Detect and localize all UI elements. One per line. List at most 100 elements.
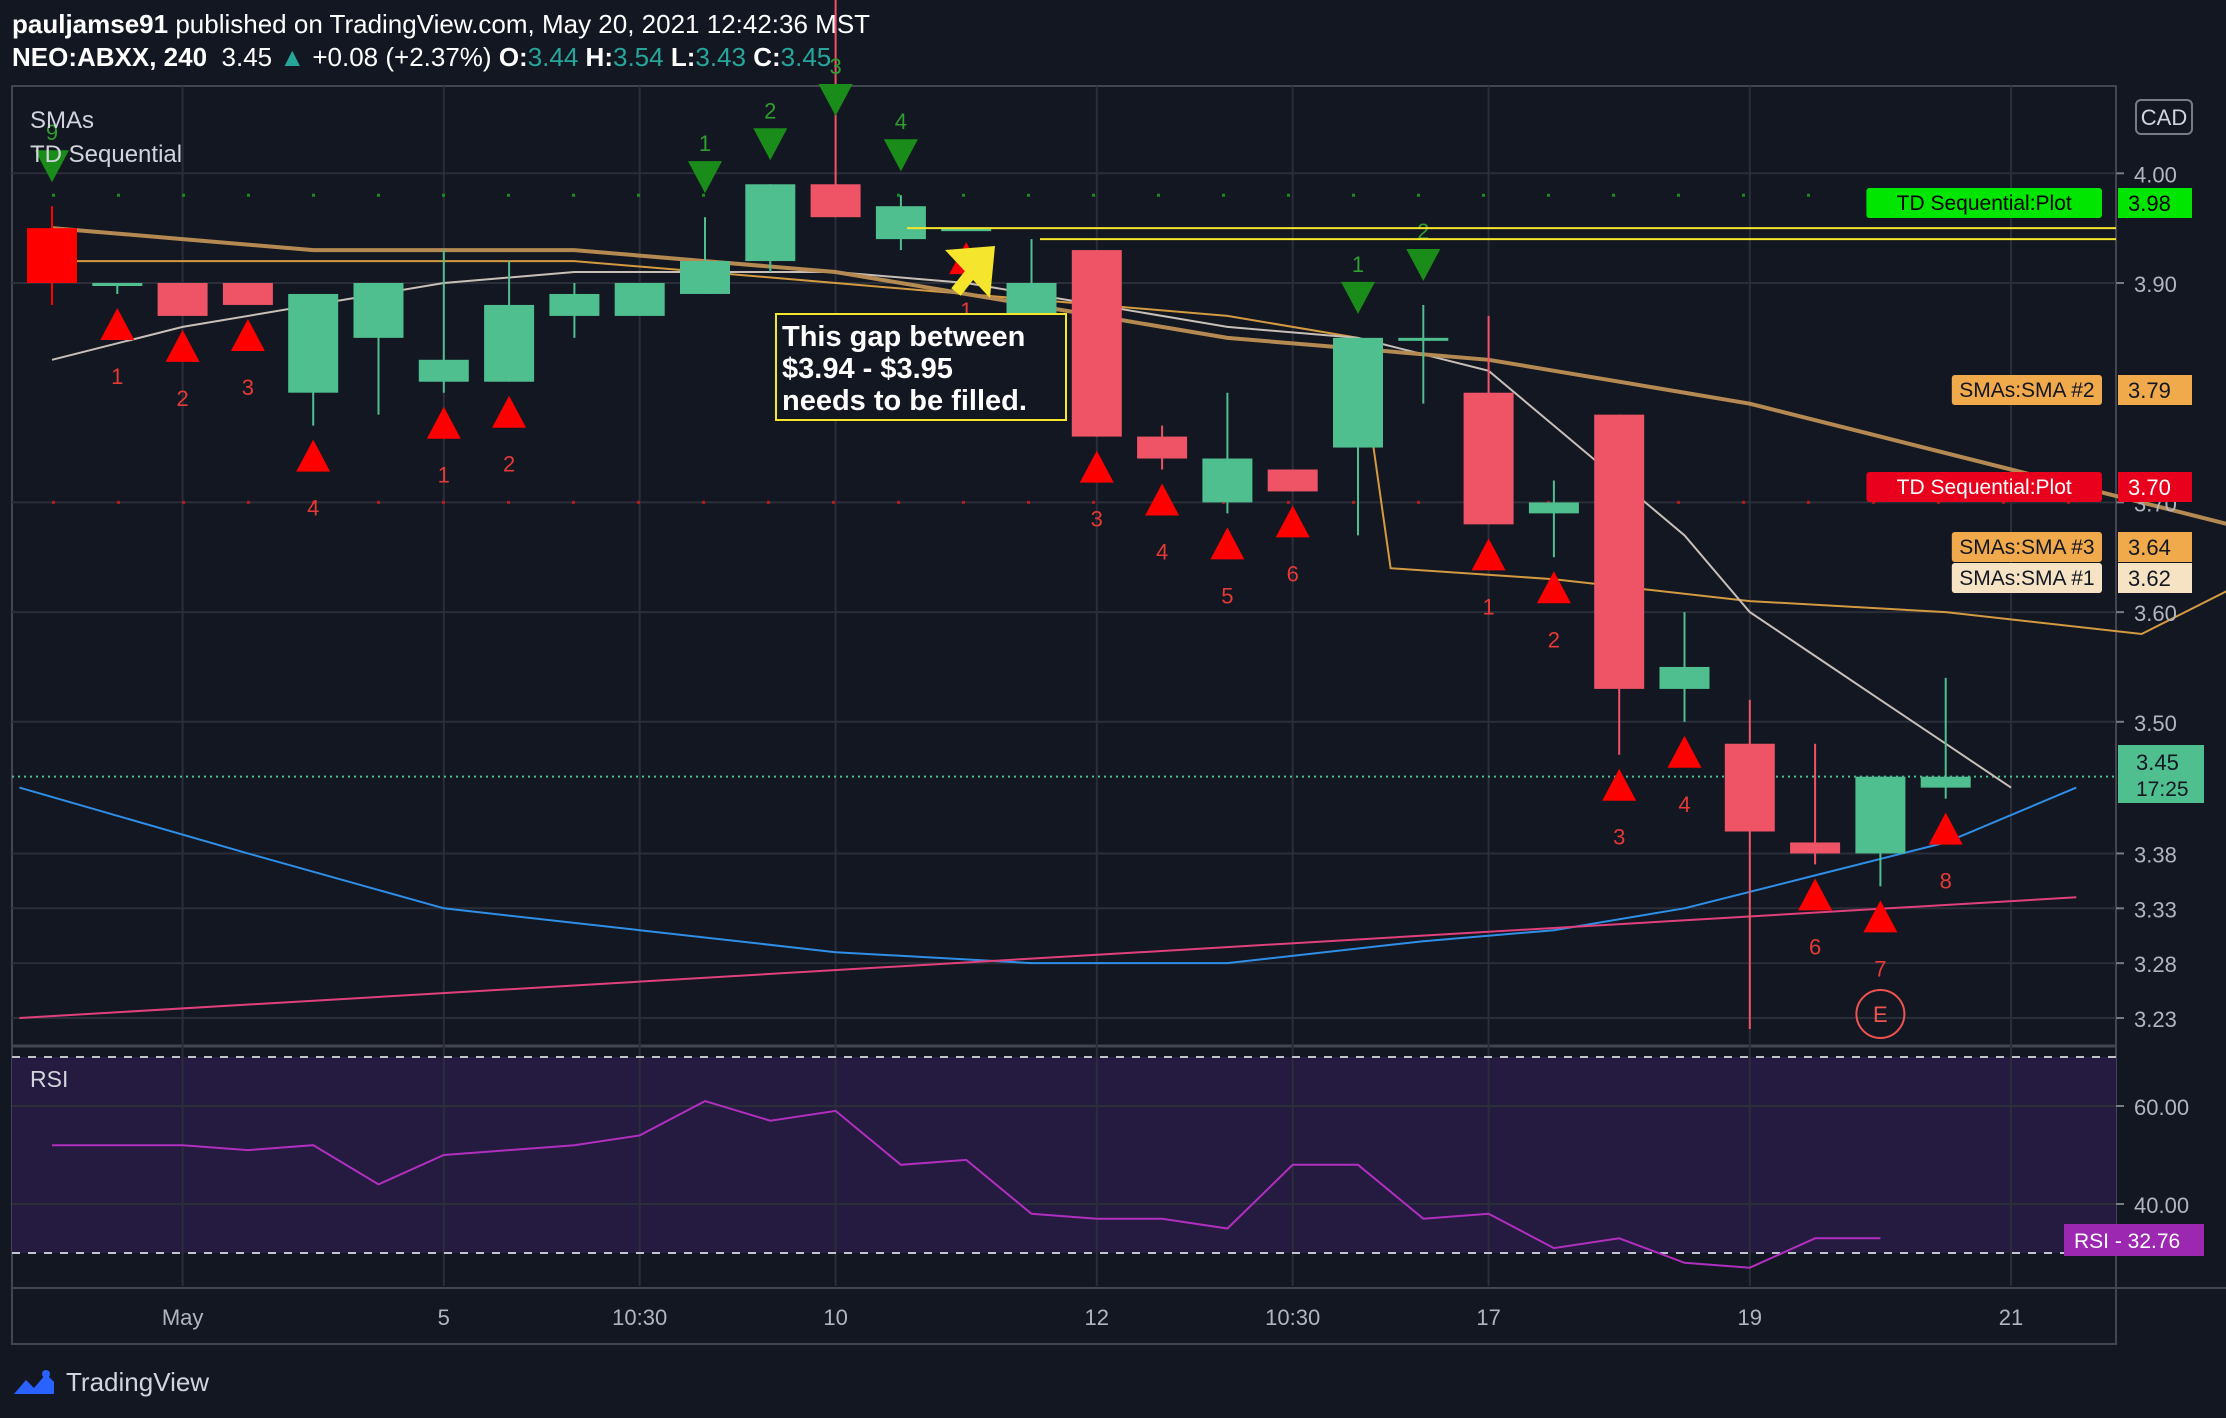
- legend-item: SMAs: [30, 107, 94, 134]
- candle-body: [92, 283, 143, 286]
- td-markers: 12341212345612346789123412E: [35, 54, 1963, 1039]
- candle-body: [288, 293, 339, 393]
- candle-body: [1724, 743, 1775, 832]
- price-tick-label: 4.00: [2134, 162, 2177, 187]
- price-tick-label: 3.38: [2134, 842, 2177, 867]
- candle-body: [1659, 666, 1710, 689]
- up-arrow-icon: ▲: [279, 42, 306, 72]
- buy-setup-triangle: [296, 439, 331, 472]
- price-label-value: 3.70: [2128, 475, 2171, 500]
- symbol-title[interactable]: NEO:ABXX, 240: [12, 42, 208, 72]
- sma2-line: [51, 226, 2226, 526]
- price-label-value-box: [2118, 375, 2192, 405]
- annotation-box: [775, 313, 1067, 421]
- buy-setup-triangle: [1275, 505, 1310, 538]
- tradingview-logo-icon[interactable]: [12, 1368, 56, 1396]
- sell-setup-triangle: [883, 139, 918, 172]
- annotation-text: $3.94 - $3.95: [782, 353, 953, 385]
- price-label-name-box: [1866, 472, 2102, 502]
- buy-setup-count: 1: [111, 364, 123, 389]
- candle-body: [549, 293, 600, 316]
- candle-body: [1594, 414, 1645, 689]
- time-tick-label: 10:30: [1265, 1305, 1320, 1330]
- buy-setup-count: 3: [1091, 507, 1103, 532]
- candle-body: [1463, 392, 1514, 525]
- publisher-name[interactable]: pauljamse91: [12, 9, 169, 39]
- candle-body: [27, 228, 77, 283]
- time-tick-label: 5: [438, 1305, 450, 1330]
- candle-body: [680, 261, 730, 294]
- buy-setup-triangle: [100, 307, 135, 340]
- sell-setup-count: 1: [1352, 252, 1364, 277]
- candle-body: [353, 283, 404, 338]
- candles: [27, 0, 1971, 1029]
- footer: TradingView: [12, 1364, 209, 1400]
- time-tick-label: 10:30: [612, 1305, 667, 1330]
- earnings-marker-label: E: [1873, 1002, 1888, 1027]
- currency-label: CAD: [2141, 105, 2187, 130]
- sell-setup-count: 3: [829, 54, 841, 79]
- sell-setup-triangle: [688, 161, 722, 194]
- price-label-value-box: [2118, 563, 2192, 593]
- price-label-name-box: [1951, 532, 2102, 562]
- buy-setup-count: 1: [1482, 594, 1494, 619]
- publish-line: pauljamse91 published on TradingView.com…: [12, 8, 2212, 41]
- candle-body: [1790, 842, 1841, 854]
- candle-body: [1267, 469, 1318, 492]
- price-label-value: 3.79: [2128, 378, 2171, 403]
- price-label-name-box: [1951, 375, 2102, 405]
- close-value: 3.45: [780, 42, 832, 72]
- price-tick-label: 3.90: [2134, 272, 2177, 297]
- blue-curve-line: [19, 786, 2077, 965]
- price-tick-label: 3.50: [2134, 711, 2177, 736]
- time-tick-label: 19: [1738, 1305, 1762, 1330]
- time-tick-label: 17: [1476, 1305, 1500, 1330]
- price-label-value: 3.64: [2128, 535, 2171, 560]
- buy-setup-triangle: [1863, 900, 1898, 933]
- time-axis: May 5 10:30 10 12 10:30 17 19 21: [162, 1305, 2023, 1330]
- price-label-name: SMAs:SMA #3: [1959, 536, 2094, 559]
- candle-body: [614, 283, 665, 316]
- candle-body: [157, 283, 208, 316]
- buy-setup-count: 1: [438, 463, 450, 488]
- sell-setup-count: 2: [1417, 219, 1429, 244]
- time-tick-label: 21: [1999, 1305, 2023, 1330]
- candle-body: [1006, 283, 1057, 316]
- legend-item: TD Sequential: [30, 141, 182, 168]
- buy-setup-triangle: [1471, 538, 1506, 571]
- legend: SMAs TD Sequential: [30, 107, 182, 168]
- candle-body: [1071, 250, 1122, 437]
- buy-setup-triangle: [1536, 571, 1571, 604]
- buy-setup-count: 7: [1874, 956, 1886, 981]
- rsi-band: [12, 1057, 2116, 1253]
- sell-setup-triangle: [753, 128, 788, 161]
- rsi-tick-label: 60.00: [2134, 1095, 2189, 1120]
- last-price-box: [2118, 745, 2204, 803]
- rsi-pane-label: RSI: [30, 1066, 68, 1092]
- low-label: L:: [670, 42, 696, 72]
- candle-body: [1202, 458, 1253, 503]
- buy-setup-triangle: [492, 395, 527, 428]
- last-price: 3.45: [221, 42, 273, 72]
- price-label-value: 3.62: [2128, 566, 2171, 591]
- sell-setup-triangle: [1406, 248, 1441, 281]
- price-label-value-box: [2118, 472, 2192, 502]
- tradingview-brand[interactable]: TradingView: [66, 1366, 210, 1397]
- price-tick-label: 3.33: [2134, 897, 2177, 922]
- buy-setup-count: 6: [1809, 934, 1821, 959]
- close-label: C:: [753, 42, 781, 72]
- candle-body: [745, 184, 796, 262]
- rsi-pane: 60.00 40.00 RSI RSI - 32.76: [12, 1056, 2204, 1269]
- candle-body: [941, 228, 992, 232]
- sell-setup-triangle: [1341, 281, 1375, 314]
- buy-setup-count: 4: [1678, 792, 1690, 817]
- symbol-line: NEO:ABXX, 240 3.45 ▲ +0.08 (+2.37%) O:3.…: [12, 41, 2212, 74]
- high-value: 3.54: [612, 42, 664, 72]
- price-axis: 4.00 3.90 3.70 3.60 3.50 3.38 3.33 3.28 3.23 CAD T…: [1866, 99, 2204, 1032]
- price-label-value: 3.98: [2128, 191, 2171, 216]
- time-tick-label: 10: [823, 1305, 847, 1330]
- low-value: 3.43: [695, 42, 746, 72]
- price-label-name-box: [1866, 188, 2102, 218]
